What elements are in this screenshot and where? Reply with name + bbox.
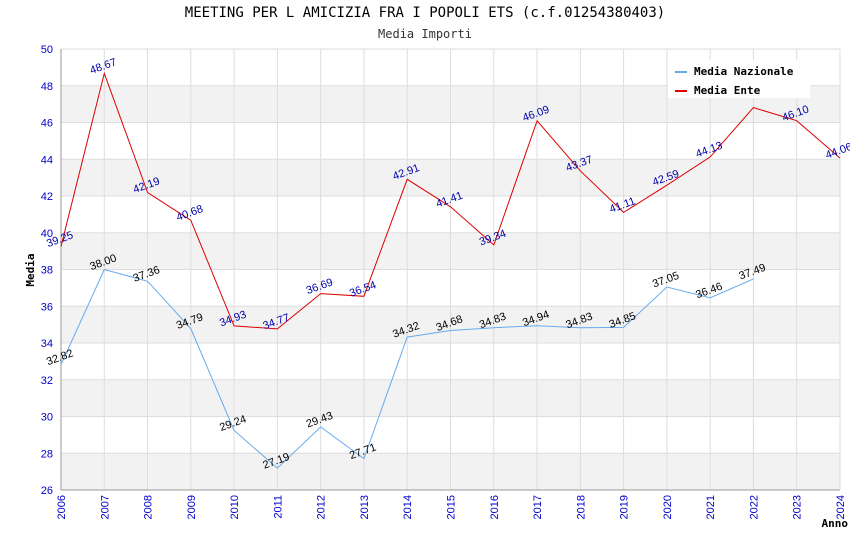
data-label: 40.68 [175,203,205,224]
data-label: 32.82 [45,348,75,369]
y-tick-label: 50 [41,44,53,56]
x-tick-label: 2008 [143,495,155,519]
y-tick-label: 38 [41,265,53,277]
y-tick-label: 36 [41,301,53,313]
x-tick-label: 2024 [835,495,847,519]
y-tick-label: 28 [41,448,53,460]
legend-label: Media Ente [694,84,761,97]
y-tick-label: 32 [41,375,53,387]
x-tick-label: 2011 [272,495,284,519]
y-tick-label: 46 [41,118,53,130]
y-tick-label: 42 [41,191,53,203]
data-label: 36.54 [348,279,378,300]
legend: Media Nazionale Media Ente [668,60,810,98]
x-tick-label: 2016 [489,495,501,519]
x-tick-label: 2023 [792,495,804,519]
x-tick-label: 2019 [619,495,631,519]
data-label: 48.67 [88,56,118,77]
x-tick-label: 2017 [532,495,544,519]
chart-subtitle: Media Importi [378,27,472,41]
x-tick-label: 2020 [662,495,674,519]
legend-box [668,60,810,98]
x-tick-label: 2021 [705,495,717,519]
x-tick-label: 2022 [748,495,760,519]
series-line-media-ente [60,71,841,330]
y-tick-label: 48 [41,81,53,93]
series-lines [60,71,841,469]
series-line-media-nazionale [60,268,754,469]
x-tick-label: 2013 [359,495,371,519]
x-tick-label: 2007 [99,495,111,519]
x-tick-label: 2012 [316,495,328,519]
chart-title: MEETING PER L AMICIZIA FRA I POPOLI ETS … [184,5,666,21]
data-label: 44.06 [824,141,850,162]
x-axis-title: Anno [822,517,849,530]
data-label: 41.11 [608,195,637,215]
y-tick-label: 30 [41,412,53,424]
y-tick-label: 40 [41,228,53,240]
legend-label: Media Nazionale [694,65,794,78]
y-axis-title: Media [24,253,37,286]
x-tick-label: 2014 [402,495,414,519]
data-label: 36.46 [694,281,724,302]
axes: 26 28 30 32 34 36 38 40 42 44 46 48 50 2006 2007 2008 20… [24,44,848,530]
x-tick-label: 2015 [446,495,458,519]
y-tick-label: 26 [41,485,53,497]
x-tick-label: 2006 [56,495,68,519]
y-tick-label: 44 [41,154,53,166]
x-tick-label: 2009 [186,495,198,519]
x-tick-label: 2018 [575,495,587,519]
x-tick-label: 2010 [229,495,241,519]
y-tick-label: 34 [41,338,53,350]
